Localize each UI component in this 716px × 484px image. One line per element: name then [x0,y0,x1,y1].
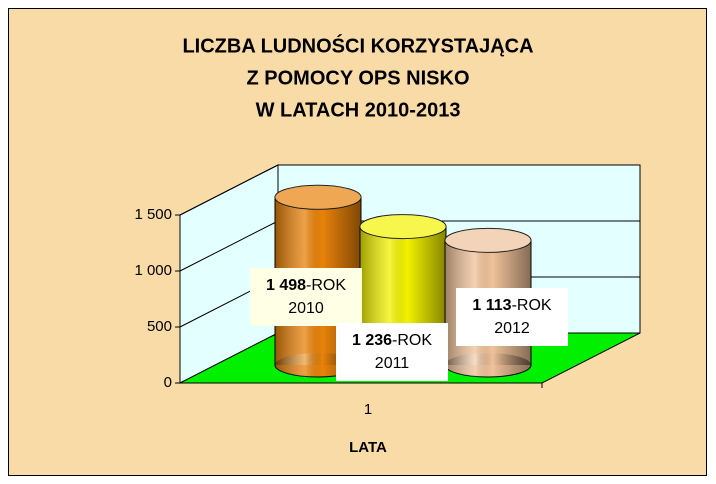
data-label: 1 498-ROK 2010 [250,268,362,326]
data-label-value: 1 113 [472,297,512,314]
data-label-name: ROK 2010 [288,277,347,317]
data-label-name: ROK 2011 [374,332,433,372]
data-label-separator: - [306,277,312,294]
cylinder-shade [445,353,531,377]
x-tick-label: 1 [364,401,372,418]
y-tick-label: 1 500 [134,206,172,223]
x-axis-label: LATA [349,439,387,456]
cylinder-top [359,214,447,240]
chart-title: Z POMOCY OPS NISKO [247,67,470,89]
data-label: 1 236-ROK 2011 [336,323,448,381]
cylinder-top-shine [360,214,446,239]
chart-title: W LATACH 2010-2013 [256,99,461,121]
data-label-separator: - [392,332,398,349]
y-tick-label: 0 [164,374,172,391]
data-label-value: 1 236 [351,332,393,349]
data-label-name: ROK 2012 [494,297,552,337]
data-label-value: 1 498 [265,277,307,294]
cylinder-top-shine [445,228,531,253]
data-label: 1 113-ROK 2012 [456,288,568,346]
y-tick-label: 1 000 [134,262,172,279]
cylinder-top-shine [275,185,361,210]
cylinder-top [444,227,532,253]
grid-line [179,164,640,216]
cylinder-top [274,184,362,210]
chart-title: LICZBA LUDNOŚCI KORZYSTAJĄCA [182,33,533,57]
y-tick-label: 500 [147,318,172,335]
data-label-separator: - [511,297,517,314]
